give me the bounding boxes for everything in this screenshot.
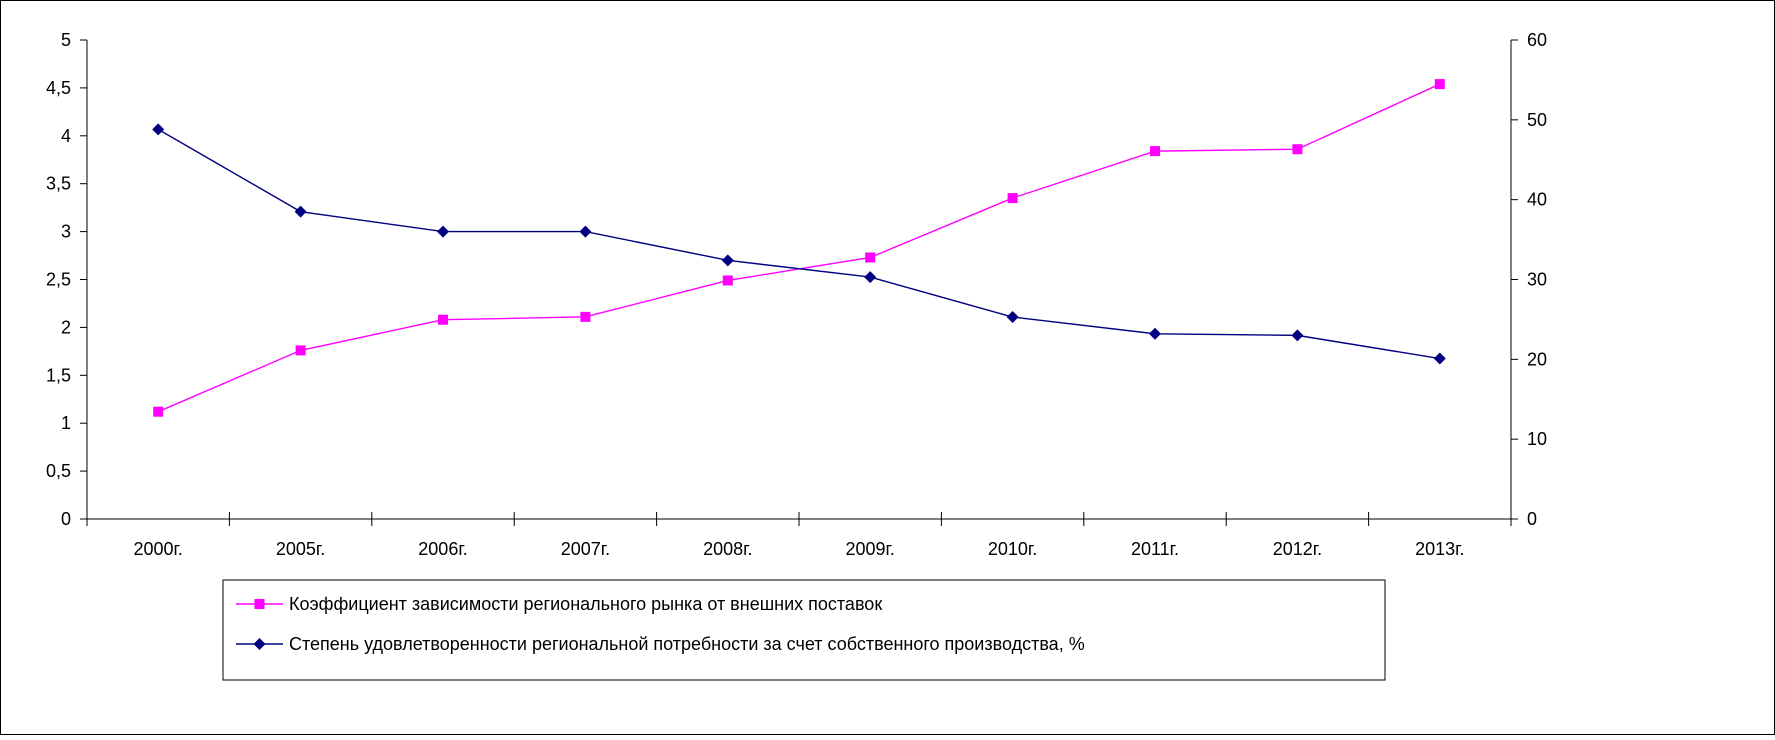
x-tick-label: 2000г. [133, 539, 182, 559]
data-point-square [580, 311, 591, 322]
right-y-tick-label: 60 [1527, 30, 1547, 50]
data-point-diamond [1433, 352, 1446, 365]
data-point-diamond [1291, 329, 1304, 342]
left-y-tick-label: 2 [61, 317, 71, 337]
data-point-square [295, 345, 306, 356]
data-point-square [153, 406, 164, 417]
left-y-tick-label: 1,5 [46, 365, 71, 385]
right-y-tick-label: 0 [1527, 509, 1537, 529]
data-point-diamond [721, 254, 734, 267]
x-tick-label: 2005г. [276, 539, 325, 559]
right-y-tick-label: 40 [1527, 190, 1547, 210]
legend-marker-square [254, 599, 265, 609]
data-point-diamond [294, 205, 307, 218]
left-y-tick-label: 1 [61, 413, 71, 433]
left-y-tick-label: 5 [61, 30, 71, 50]
data-point-square [722, 275, 733, 286]
left-y-tick-label: 3 [61, 222, 71, 242]
data-point-diamond [437, 225, 449, 238]
left-y-tick-label: 2,5 [46, 270, 71, 290]
left-y-tick-label: 4,5 [46, 78, 71, 98]
x-tick-label: 2008г. [703, 539, 752, 559]
x-tick-label: 2011г. [1131, 539, 1179, 559]
legend-label: Коэффициент зависимости регионального ры… [289, 594, 882, 614]
right-y-tick-label: 20 [1527, 349, 1547, 369]
data-point-diamond [579, 225, 592, 238]
series-group [152, 123, 1446, 365]
data-point-square [1150, 146, 1160, 157]
x-tick-label: 2010г. [988, 539, 1037, 559]
data-point-square [1007, 193, 1018, 204]
left-y-tick-label: 4 [61, 126, 71, 146]
left-y-tick-label: 0,5 [46, 461, 71, 481]
x-tick-label: 2012г. [1273, 539, 1322, 559]
right-y-tick-label: 10 [1527, 429, 1547, 449]
series-line [157, 128, 1440, 360]
data-point-square [865, 252, 876, 263]
data-point-square [1434, 79, 1445, 90]
data-point-square [438, 314, 448, 325]
right-y-tick-label: 50 [1527, 110, 1547, 130]
x-tick-label: 2009г. [845, 539, 894, 559]
x-tick-label: 2013г. [1415, 539, 1464, 559]
legend-label: Степень удовлетворенности региональной п… [289, 634, 1085, 654]
left-y-tick-label: 0 [61, 509, 71, 529]
data-point-diamond [864, 271, 877, 284]
x-tick-label: 2006г. [418, 539, 467, 559]
data-point-diamond [152, 123, 165, 136]
data-point-diamond [1006, 311, 1019, 324]
legend-marker-diamond [253, 638, 266, 650]
x-tick-label: 2007г. [561, 539, 610, 559]
legend-box [222, 579, 1386, 681]
data-point-square [1292, 144, 1303, 155]
right-y-tick-label: 30 [1527, 270, 1547, 290]
left-y-tick-label: 3,5 [46, 174, 71, 194]
data-point-diamond [1149, 327, 1161, 340]
